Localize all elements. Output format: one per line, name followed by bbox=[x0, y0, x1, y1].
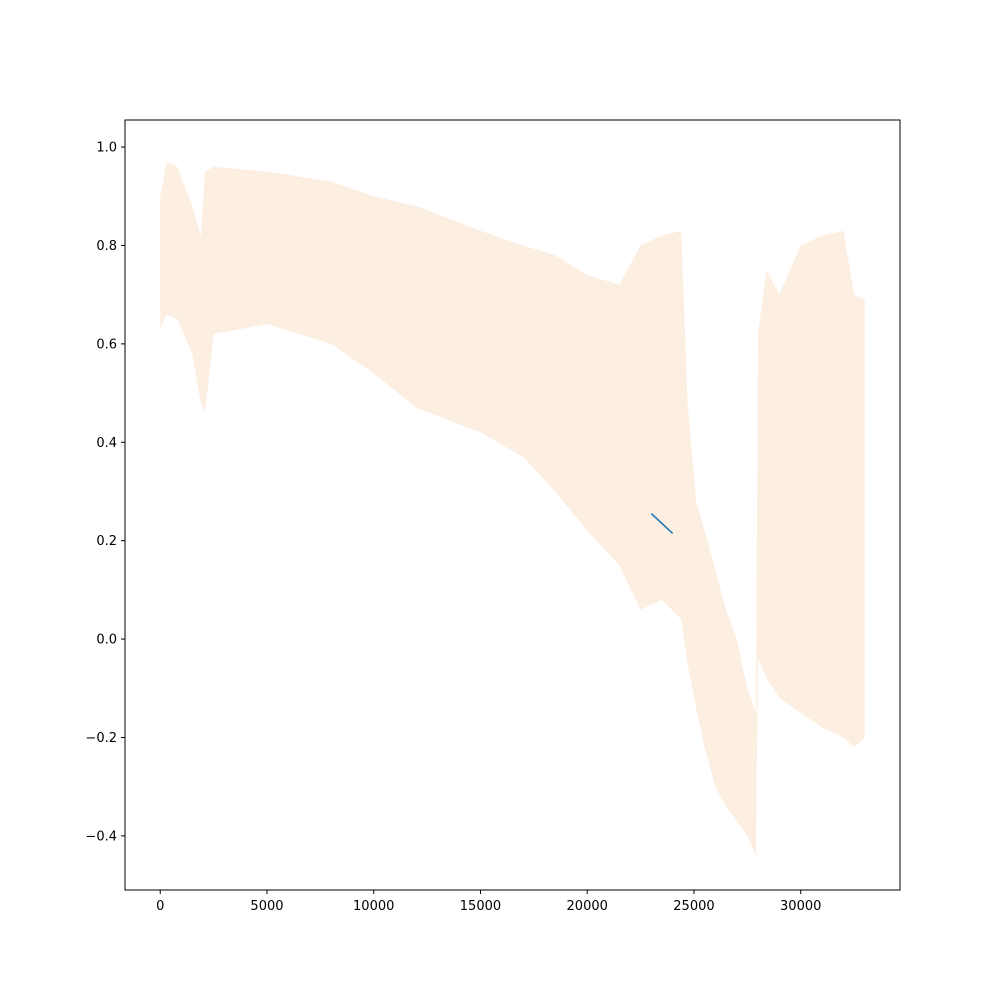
y-tick-label: 1.0 bbox=[96, 141, 117, 156]
x-tick-label: 30000 bbox=[780, 899, 821, 914]
x-tick-label: 0 bbox=[156, 899, 164, 914]
plot-area bbox=[160, 161, 865, 856]
series-band-0 bbox=[160, 161, 865, 856]
y-tick-label: −0.4 bbox=[85, 829, 117, 844]
x-tick-label: 25000 bbox=[673, 899, 714, 914]
x-tick-label: 15000 bbox=[460, 899, 501, 914]
x-tick-label: 10000 bbox=[353, 899, 394, 914]
series-line-1 bbox=[650, 513, 674, 534]
y-tick-label: 0.0 bbox=[96, 633, 117, 648]
x-tick-label: 20000 bbox=[567, 899, 608, 914]
x-tick-label: 5000 bbox=[250, 899, 283, 914]
y-tick-label: 0.4 bbox=[96, 436, 117, 451]
y-tick-label: 0.2 bbox=[96, 534, 117, 549]
axes-frame bbox=[124, 119, 901, 891]
x-axis: 0 5000 10000 15000 20000 25000 30000 bbox=[156, 890, 821, 914]
y-tick-label: −0.2 bbox=[85, 731, 117, 746]
y-tick-label: 0.8 bbox=[96, 239, 117, 254]
y-axis: −0.4 −0.2 0.0 0.2 0.4 0.6 0.8 1.0 bbox=[85, 141, 125, 844]
y-tick-label: 0.6 bbox=[96, 337, 117, 352]
